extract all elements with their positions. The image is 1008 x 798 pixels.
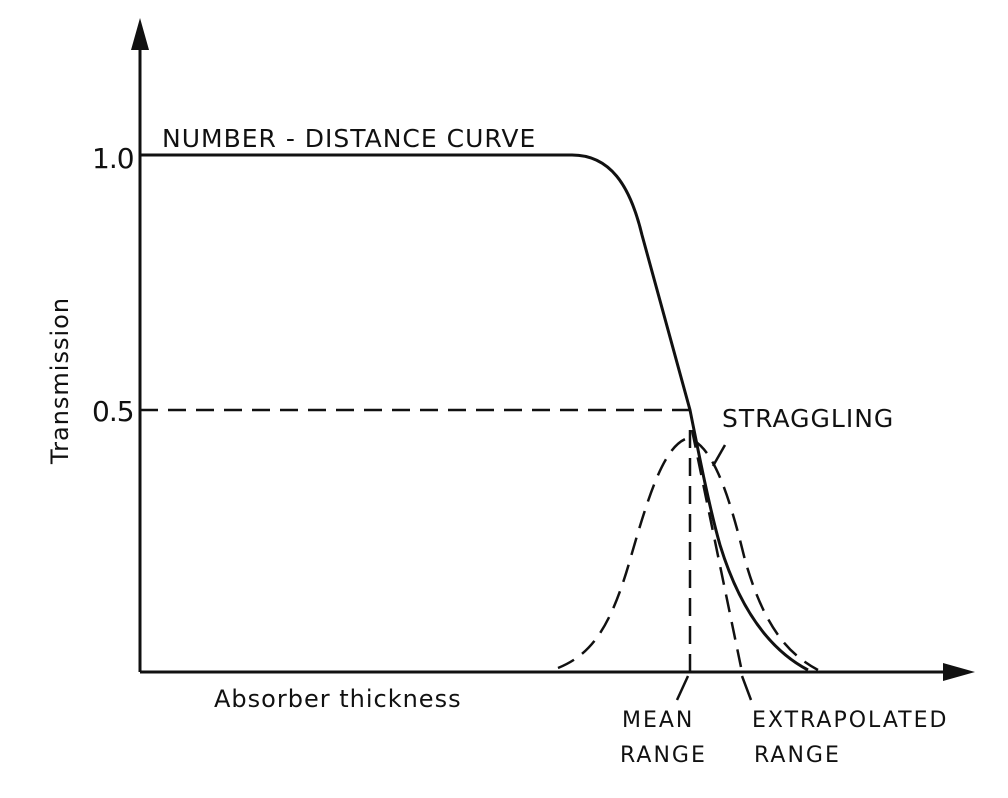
y-axis-title: Transmission <box>46 297 74 465</box>
extrapolated-range-label-line2: RANGE <box>754 743 841 768</box>
y-tick-0-5: 0.5 <box>92 395 134 428</box>
y-axis-arrowhead <box>131 18 149 50</box>
y-axis <box>131 18 149 672</box>
number-distance-curve <box>140 153 809 672</box>
straggling-curve <box>557 436 819 672</box>
mean-range-label-line2: RANGE <box>620 743 707 768</box>
number-distance-curve-label: NUMBER - DISTANCE CURVE <box>162 124 536 153</box>
extrapolated-range-pointer <box>740 675 753 701</box>
x-axis-arrowhead <box>943 663 975 681</box>
extrapolated-tangent-line <box>690 429 744 673</box>
mean-range-pointer <box>675 675 690 701</box>
straggling-pointer <box>711 444 727 467</box>
x-axis <box>140 663 975 681</box>
mean-range-label-line1: MEAN <box>622 708 694 733</box>
x-axis-title: Absorber thickness <box>214 685 462 713</box>
extrapolated-range-label-line1: EXTRAPOLATED <box>752 708 948 733</box>
straggling-label: STRAGGLING <box>722 404 894 433</box>
y-tick-1-0: 1.0 <box>92 142 134 175</box>
